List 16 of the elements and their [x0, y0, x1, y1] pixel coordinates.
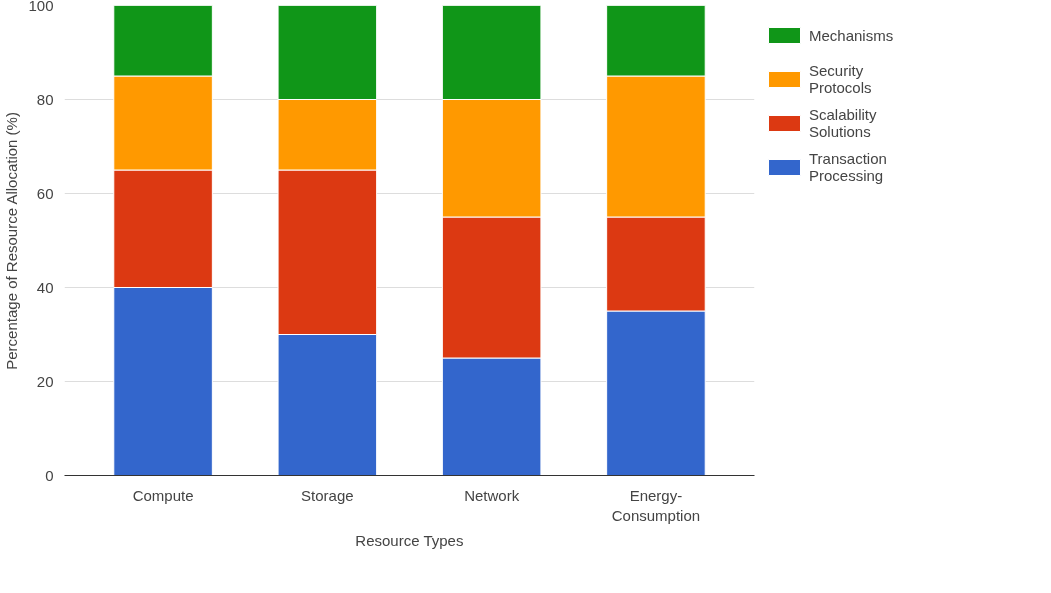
y-tick-label: 100: [28, 0, 54, 14]
y-tick-label: 20: [36, 372, 54, 390]
x-axis-title: Resource Types: [355, 531, 464, 549]
x-tick-label: Network: [464, 486, 520, 504]
y-tick-label: 40: [36, 278, 54, 296]
x-tick-label: Compute: [132, 486, 194, 504]
y-tick-label: 80: [36, 90, 54, 108]
legend-label: Security Protocols: [809, 61, 872, 98]
legend-label: Mechanisms: [809, 25, 894, 46]
y-tick-label: 0: [45, 466, 54, 484]
legend-label: Transaction Processing: [809, 149, 887, 186]
x-tick-label: Energy-Consumption: [611, 486, 701, 524]
x-tick-label: Storage: [301, 486, 354, 504]
legend-label: Scalability Solutions: [809, 105, 877, 142]
y-axis-title: Percentage of Resource Allocation (%): [3, 112, 21, 370]
y-tick-label: 60: [36, 184, 54, 202]
